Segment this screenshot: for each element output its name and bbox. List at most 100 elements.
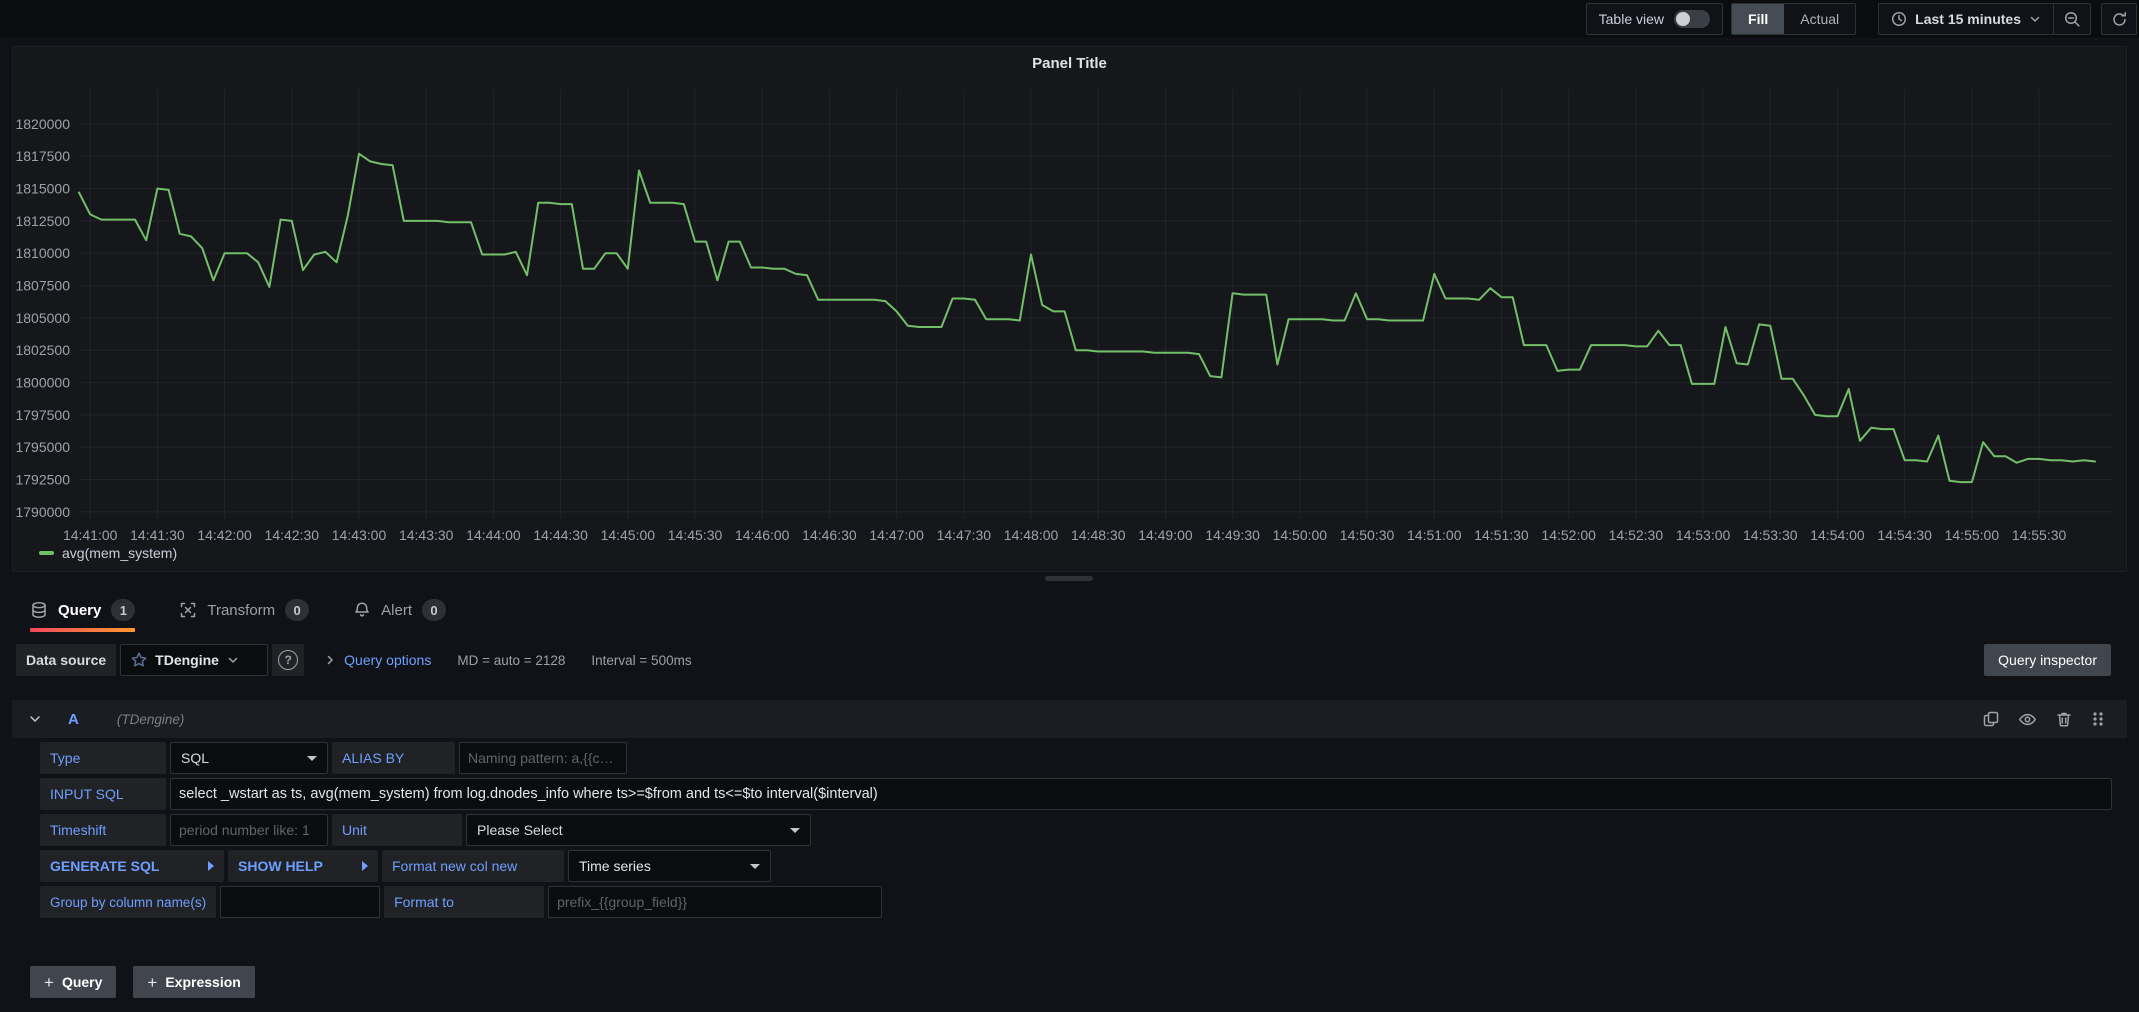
caret-down-icon: [750, 864, 760, 869]
type-select[interactable]: SQL: [170, 742, 328, 774]
query-editor-form: Type SQL ALIAS BY INPUT SQL Timeshift Un…: [40, 742, 2112, 918]
group-by-label: Group by column name(s): [40, 886, 216, 918]
query-options-toggle[interactable]: Query options: [324, 652, 431, 668]
bell-icon: [353, 601, 371, 619]
add-expression-button[interactable]: + Expression: [133, 966, 254, 998]
tab-query-badge: 1: [111, 599, 135, 621]
clock-icon: [1891, 11, 1907, 27]
query-row-header[interactable]: A (TDengine): [12, 700, 2127, 738]
collapse-chevron-icon[interactable]: [28, 712, 42, 726]
input-sql-input[interactable]: [170, 778, 2112, 810]
query-inspector-button[interactable]: Query inspector: [1984, 644, 2111, 676]
show-help-button[interactable]: SHOW HELP: [228, 850, 378, 882]
svg-text:14:49:00: 14:49:00: [1138, 527, 1193, 543]
series-legend-label: avg(mem_system): [62, 545, 177, 561]
query-options-label: Query options: [344, 652, 431, 668]
svg-text:14:43:00: 14:43:00: [332, 527, 387, 543]
svg-text:14:43:30: 14:43:30: [399, 527, 454, 543]
group-by-row: Group by column name(s) Format to: [40, 886, 2112, 918]
legend-item[interactable]: avg(mem_system): [39, 545, 177, 561]
svg-text:14:41:00: 14:41:00: [63, 527, 118, 543]
svg-text:14:55:30: 14:55:30: [2012, 527, 2067, 543]
svg-text:14:49:30: 14:49:30: [1205, 527, 1260, 543]
datasource-bar: Data source TDengine ? Query options MD …: [0, 638, 2139, 682]
footer-actions: + Query + Expression: [30, 966, 255, 998]
svg-text:14:46:00: 14:46:00: [735, 527, 790, 543]
type-alias-row: Type SQL ALIAS BY: [40, 742, 2112, 774]
datasource-help-button[interactable]: ?: [272, 644, 304, 676]
group-by-input[interactable]: [220, 886, 380, 918]
svg-text:14:42:30: 14:42:30: [265, 527, 320, 543]
pane-resize-handle[interactable]: [1045, 576, 1093, 581]
add-expression-label: Expression: [165, 974, 240, 990]
format-select[interactable]: Time series: [568, 850, 771, 882]
svg-text:1795000: 1795000: [15, 439, 70, 455]
tab-alert-badge: 0: [422, 599, 446, 621]
tab-query[interactable]: Query 1: [30, 588, 135, 632]
refresh-button[interactable]: [2101, 3, 2137, 35]
time-range-group: Last 15 minutes: [1878, 3, 2091, 35]
query-row-actions: [1982, 710, 2105, 729]
datasource-picker[interactable]: TDengine: [120, 644, 268, 676]
generate-sql-label: GENERATE SQL: [50, 858, 159, 874]
time-series-chart[interactable]: 1790000179250017950001797500180000018025…: [13, 81, 2126, 543]
svg-text:1790000: 1790000: [15, 504, 70, 520]
max-datapoints-summary: MD = auto = 2128: [457, 653, 565, 668]
timeshift-input[interactable]: [170, 814, 328, 846]
unit-label: Unit: [332, 814, 462, 846]
input-sql-row: INPUT SQL: [40, 778, 2112, 810]
panel-title: Panel Title: [13, 55, 2126, 72]
unit-select[interactable]: Please Select: [466, 814, 811, 846]
toggle-visibility-eye-icon[interactable]: [2018, 710, 2037, 729]
actual-option[interactable]: Actual: [1784, 3, 1855, 35]
table-view-toggle[interactable]: [1674, 10, 1710, 28]
query-ref-id: A: [68, 711, 79, 728]
show-help-label: SHOW HELP: [238, 858, 323, 874]
add-query-button[interactable]: + Query: [30, 966, 116, 998]
svg-text:1807500: 1807500: [15, 278, 70, 294]
svg-text:14:51:30: 14:51:30: [1474, 527, 1529, 543]
type-label: Type: [40, 742, 166, 774]
query-datasource-hint: (TDengine): [117, 712, 185, 727]
zoom-out-time-button[interactable]: [2053, 4, 2090, 34]
drag-handle-grip-icon[interactable]: [2091, 710, 2105, 728]
chevron-right-icon: [208, 861, 214, 871]
series-color-swatch: [39, 551, 54, 555]
time-series-panel: Panel Title 1790000179250017950001797500…: [12, 46, 2127, 572]
tab-alert[interactable]: Alert 0: [353, 588, 446, 632]
svg-text:14:52:00: 14:52:00: [1541, 527, 1596, 543]
tab-transform[interactable]: Transform 0: [179, 588, 309, 632]
interval-summary: Interval = 500ms: [591, 653, 691, 668]
svg-text:14:42:00: 14:42:00: [197, 527, 252, 543]
alias-by-input[interactable]: [459, 742, 627, 774]
question-circle-icon: ?: [278, 650, 298, 670]
svg-text:1800000: 1800000: [15, 375, 70, 391]
chevron-right-icon: [324, 654, 336, 666]
type-select-value: SQL: [181, 750, 209, 766]
fill-option[interactable]: Fill: [1732, 3, 1784, 35]
svg-text:14:48:00: 14:48:00: [1004, 527, 1059, 543]
svg-text:1797500: 1797500: [15, 407, 70, 423]
duplicate-query-icon[interactable]: [1982, 710, 2000, 728]
chevron-down-icon: [227, 654, 239, 666]
format-to-input[interactable]: [548, 886, 882, 918]
generate-sql-button[interactable]: GENERATE SQL: [40, 850, 224, 882]
svg-text:1802500: 1802500: [15, 342, 70, 358]
svg-text:1817500: 1817500: [15, 148, 70, 164]
svg-text:1810000: 1810000: [15, 245, 70, 261]
caret-down-icon: [307, 756, 317, 761]
database-icon: [30, 601, 48, 619]
table-view-group: Table view: [1586, 3, 1723, 35]
editor-toolbar: Table view Fill Actual Last 15 minutes: [0, 0, 2139, 38]
zoom-out-icon: [2064, 11, 2081, 28]
toggle-knob: [1676, 12, 1690, 26]
svg-text:14:48:30: 14:48:30: [1071, 527, 1126, 543]
svg-text:14:45:30: 14:45:30: [668, 527, 723, 543]
svg-text:14:51:00: 14:51:00: [1407, 527, 1462, 543]
svg-text:14:50:00: 14:50:00: [1273, 527, 1328, 543]
time-range-picker[interactable]: Last 15 minutes: [1879, 4, 2053, 34]
timeshift-label: Timeshift: [40, 814, 166, 846]
svg-text:14:44:00: 14:44:00: [466, 527, 521, 543]
caret-down-icon: [790, 828, 800, 833]
delete-query-trash-icon[interactable]: [2055, 710, 2073, 728]
